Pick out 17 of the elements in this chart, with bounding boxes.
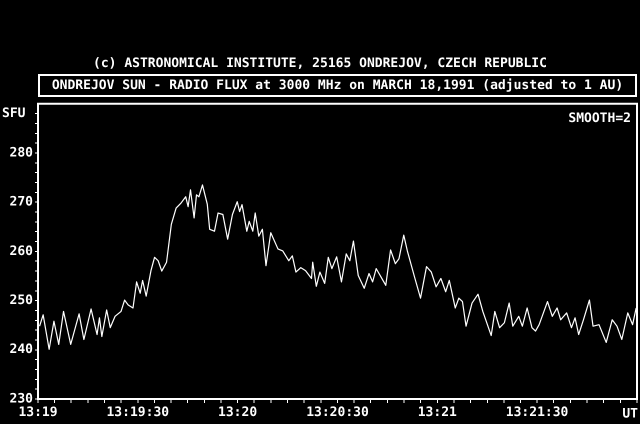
x-tick-label: 13:19:30 (106, 405, 170, 420)
x-tick-label: 13:21 (418, 405, 458, 420)
y-tick-label: 280 (10, 145, 34, 160)
y-tick-label: 270 (10, 194, 34, 210)
y-axis-title: SFU (2, 106, 26, 122)
x-tick-label: 13:19 (18, 405, 58, 420)
y-tick-label: 260 (10, 244, 34, 259)
annotation: SMOOTH=2 (568, 111, 631, 126)
chart-title: ONDREJOV SUN - RADIO FLUX at 3000 MHz on MARCH 18,1991 (adjusted to 1 AU) (38, 74, 637, 97)
x-tick-label: 13:21:30 (506, 405, 569, 420)
y-tick-label: 230 (10, 391, 34, 406)
x-tick-label: 13:20 (218, 405, 258, 420)
x-tick-label: 13:20:30 (306, 405, 369, 420)
x-axis-title: UT (622, 406, 638, 422)
y-tick-label: 240 (10, 342, 34, 358)
y-tick-label: 250 (10, 292, 34, 308)
text: (c) ASTRONOMICAL INSTITUTE, 25165 ONDREJOV, CZECH REPUBLIC (92, 55, 548, 73)
